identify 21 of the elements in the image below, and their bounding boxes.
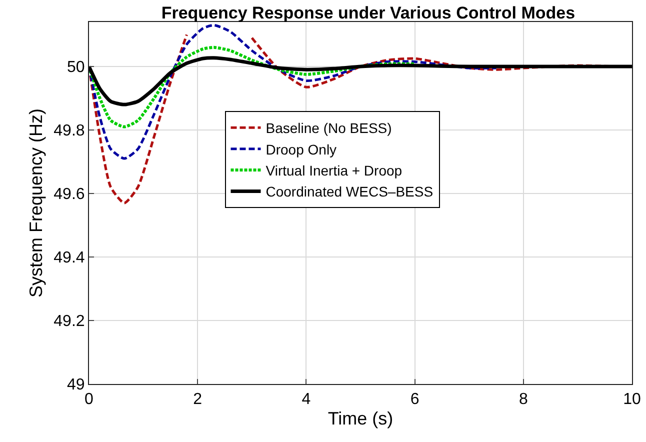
x-tick-label: 8 [518,391,528,408]
x-axis-title: Time (s) [328,408,394,428]
y-axis-title: System Frequency (Hz) [26,108,46,298]
y-tick-label: 49.2 [54,313,85,330]
x-tick-label: 0 [84,391,94,408]
y-tick-label: 50 [67,59,85,76]
x-tick-label: 4 [302,391,311,408]
legend-label: Coordinated WECS–BESS [266,184,434,200]
legend-label: Baseline (No BESS) [266,120,392,136]
x-tick-label: 10 [623,391,641,408]
x-tick-label: 2 [193,391,202,408]
y-tick-label: 49.6 [54,186,85,204]
y-tick-label: 49 [67,376,85,394]
y-tick-label: 49.4 [54,250,85,267]
legend-label: Droop Only [266,141,337,158]
chart-title: Frequency Response under Various Control Modes [161,4,576,23]
x-tick-label: 6 [410,391,420,408]
legend-label: Virtual Inertia + Droop [266,162,402,179]
line-series [89,56,632,106]
y-tick-label: 49.8 [54,122,85,140]
line-series [89,24,498,160]
